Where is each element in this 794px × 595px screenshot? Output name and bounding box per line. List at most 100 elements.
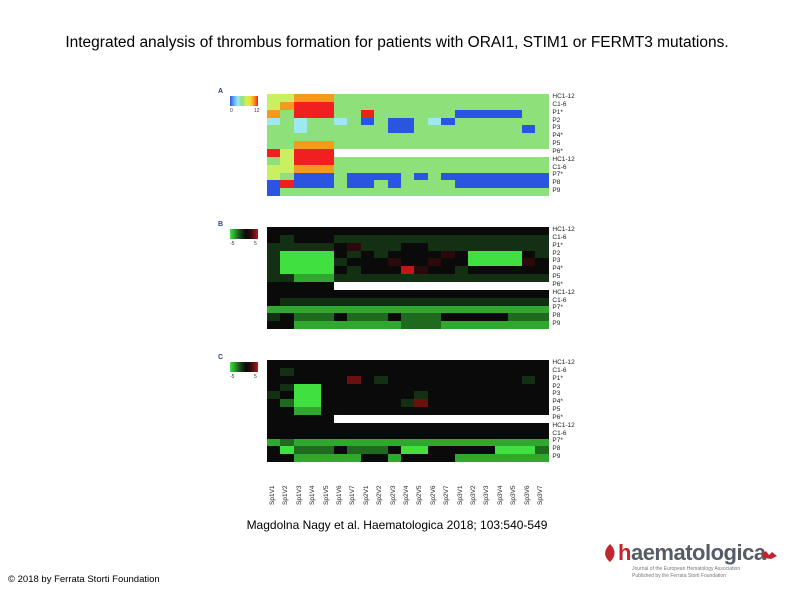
- heatmap-cell: [401, 281, 415, 291]
- heatmap-cell: [334, 164, 348, 173]
- heatmap-cell: [441, 125, 455, 134]
- heatmap-cell: [468, 156, 482, 166]
- heatmap-cell: [508, 422, 522, 432]
- heatmap-cell: [307, 454, 321, 463]
- panel-c-scale-min: -5: [230, 374, 235, 380]
- heatmap-cell: [481, 391, 496, 400]
- heatmap-cell: [414, 250, 429, 259]
- heatmap-cell: [508, 407, 522, 416]
- heatmap-cell: [454, 305, 469, 314]
- heatmap-cell: [427, 297, 442, 306]
- heatmap-cell: [401, 109, 415, 118]
- heatmap-cell: [494, 407, 509, 416]
- heatmap-cell: [521, 446, 536, 455]
- heatmap-cell: [374, 101, 388, 111]
- heatmap-cell: [441, 227, 455, 236]
- heatmap-cell: [360, 148, 375, 158]
- heatmap-cell: [267, 94, 281, 103]
- heatmap-cell: [454, 156, 469, 166]
- row-label: HC1-12: [552, 359, 575, 366]
- heatmap-cell: [267, 360, 281, 369]
- heatmap-cell: [441, 360, 455, 369]
- heatmap-cell: [280, 258, 295, 267]
- heatmap-cell: [414, 297, 429, 306]
- heatmap-cell: [334, 281, 348, 291]
- heatmap-cell: [307, 321, 321, 330]
- heatmap-cell: [320, 258, 335, 267]
- heatmap-cell: [454, 321, 469, 330]
- heatmap-cell: [334, 391, 348, 400]
- heatmap-cell: [320, 422, 335, 432]
- heatmap-cell: [334, 367, 348, 377]
- heatmap-cell: [521, 305, 536, 314]
- column-label: Sp3V4: [496, 485, 504, 505]
- heatmap-cell: [320, 94, 335, 103]
- heatmap-cell: [494, 164, 509, 173]
- logo-mark-icon: [605, 544, 615, 562]
- heatmap-cell: [414, 156, 429, 166]
- heatmap-cell: [521, 242, 536, 251]
- panel-a-scale-max: 12: [254, 108, 260, 114]
- heatmap-cell: [293, 454, 308, 463]
- heatmap-cell: [401, 375, 415, 384]
- heatmap-cell: [521, 117, 536, 126]
- heatmap-cell: [427, 109, 442, 118]
- heatmap-cell: [280, 321, 295, 330]
- heatmap-cell: [401, 360, 415, 369]
- heatmap-cell: [374, 148, 388, 158]
- heatmap-cell: [401, 180, 415, 189]
- heatmap-cell: [387, 180, 402, 189]
- row-label: HC1-12: [552, 155, 575, 163]
- heatmap-cell: [454, 94, 469, 103]
- heatmap-cell: [427, 281, 442, 291]
- heatmap-cell: [293, 321, 308, 330]
- heatmap-cell: [401, 407, 415, 416]
- heatmap-cell: [293, 391, 308, 400]
- heatmap-cell: [414, 422, 429, 432]
- heatmap-cell: [320, 383, 335, 392]
- heatmap-cell: [360, 234, 375, 244]
- heatmap-cell: [267, 454, 281, 463]
- row-label: P6*: [552, 280, 563, 288]
- heatmap-cell: [374, 407, 388, 416]
- heatmap-cell: [334, 266, 348, 275]
- heatmap-cell: [508, 360, 522, 369]
- heatmap-cell: [360, 305, 375, 314]
- heatmap-cell: [441, 133, 455, 142]
- heatmap-cell: [468, 274, 482, 283]
- heatmap-cell: [494, 180, 509, 189]
- heatmap-cell: [427, 313, 442, 322]
- heatmap-cell: [293, 289, 308, 299]
- panel-c-scale-max: 5: [254, 374, 257, 380]
- heatmap-cell: [267, 180, 281, 189]
- heatmap-cell: [454, 297, 469, 306]
- heatmap-cell: [387, 281, 402, 291]
- heatmap-cell: [307, 399, 321, 408]
- heatmap-cell: [267, 438, 281, 447]
- heatmap-cell: [334, 399, 348, 408]
- heatmap-cell: [334, 117, 348, 126]
- heatmap-cell: [427, 266, 442, 275]
- heatmap-cell: [521, 321, 536, 330]
- heatmap-cell: [441, 375, 455, 384]
- heatmap-cell: [414, 446, 429, 455]
- heatmap-cell: [374, 234, 388, 244]
- heatmap-cell: [454, 274, 469, 283]
- heatmap-cell: [454, 414, 469, 424]
- heatmap-cell: [414, 227, 429, 236]
- heatmap-cell: [468, 289, 482, 299]
- heatmap-cell: [387, 125, 402, 134]
- heatmap-cell: [360, 281, 375, 291]
- heatmap-cell: [307, 234, 321, 244]
- haematologica-logo: haematologica Journal of the European He…: [600, 540, 790, 580]
- heatmap-cell: [293, 297, 308, 306]
- heatmap-cell: [508, 117, 522, 126]
- heatmap-cell: [468, 148, 482, 158]
- heatmap-cell: [521, 141, 536, 150]
- heatmap-cell: [481, 438, 496, 447]
- column-label: Sp2V6: [429, 485, 437, 505]
- row-label: P1*: [552, 241, 563, 249]
- heatmap-cell: [347, 164, 362, 173]
- heatmap-cell: [508, 180, 522, 189]
- heatmap-cell: [347, 188, 362, 197]
